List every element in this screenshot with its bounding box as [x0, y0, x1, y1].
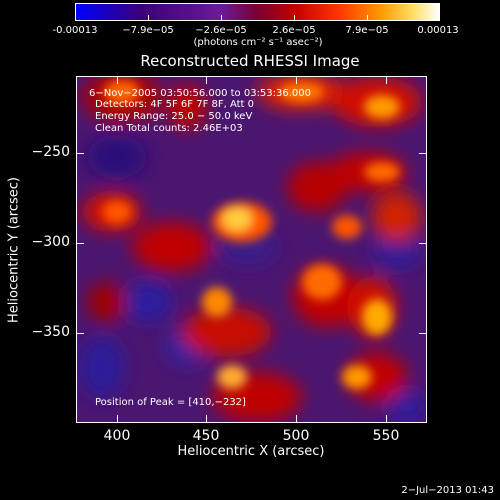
annotation-time-range: 6−Nov−2005 03:50:56.000 to 03:53:36.000	[89, 88, 312, 99]
x-tick	[206, 76, 207, 84]
colorbar	[75, 3, 440, 21]
y-tick	[76, 333, 84, 334]
colorbar-tick	[439, 15, 440, 21]
x-tick-label: 450	[192, 428, 220, 444]
annotation-energy-range: Energy Range: 25.0 − 50.0 keV	[95, 111, 253, 122]
y-tick-label: −350	[31, 324, 70, 340]
y-tick	[76, 243, 84, 244]
colorbar-tick	[221, 15, 222, 21]
colorbar-tick-label: 2.6e−05	[272, 25, 316, 36]
x-axis-label: Heliocentric X (arcsec)	[177, 444, 325, 459]
y-tick	[76, 153, 84, 154]
heatmap-plot: 6−Nov−2005 03:50:56.000 to 03:53:36.000 …	[76, 76, 427, 423]
annotation-detectors: Detectors: 4F 5F 6F 7F 8F, Att 0	[95, 99, 255, 110]
x-tick-label: 550	[372, 428, 400, 444]
colorbar-tick-label: 7.9e−05	[345, 25, 389, 36]
x-tick	[117, 415, 118, 423]
colorbar-tick	[75, 15, 76, 21]
colorbar-tick	[148, 15, 149, 21]
x-tick	[296, 415, 297, 423]
y-tick	[419, 243, 427, 244]
colorbar-tick	[367, 15, 368, 21]
x-tick-label: 400	[103, 428, 131, 444]
y-tick-label: −250	[31, 144, 70, 160]
x-tick	[386, 76, 387, 84]
timestamp: 2−Jul−2013 01:43	[401, 485, 494, 496]
y-tick	[419, 333, 427, 334]
x-tick	[296, 76, 297, 84]
colorbar-tick	[294, 15, 295, 21]
x-tick	[386, 415, 387, 423]
y-axis-label: Heliocentric Y (arcsec)	[6, 177, 22, 323]
heatmap-image	[77, 77, 426, 422]
colorbar-tick-label: −2.6e−05	[195, 25, 247, 36]
colorbar-tick-label: -0.00013	[52, 25, 98, 36]
y-tick	[419, 153, 427, 154]
y-tick-label: −300	[31, 234, 70, 250]
annotation-clean-counts: Clean Total counts: 2.46E+03	[95, 123, 243, 134]
colorbar-tick-label: 0.00013	[417, 25, 459, 36]
colorbar-units: (photons cm⁻² s⁻¹ asec⁻²)	[193, 37, 323, 48]
plot-title: Reconstructed RHESSI Image	[140, 52, 360, 70]
colorbar-tick-label: −7.9e−05	[122, 25, 174, 36]
x-tick-label: 500	[282, 428, 310, 444]
x-tick	[117, 76, 118, 84]
x-tick	[206, 415, 207, 423]
annotation-peak-position: Position of Peak = [410,−232]	[95, 397, 246, 408]
